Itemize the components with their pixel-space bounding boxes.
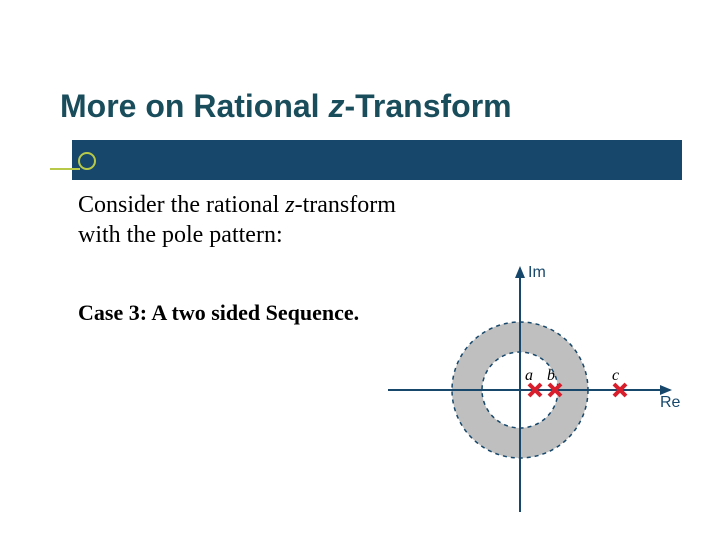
title-text-pre: More on Rational xyxy=(60,88,328,124)
title-accent-bar xyxy=(72,140,682,180)
body-text: Consider the rational z-transform with t… xyxy=(78,190,396,250)
bullet-stem xyxy=(50,168,80,170)
body-line1-pre: Consider the rational xyxy=(78,192,285,218)
axes xyxy=(388,266,672,512)
pole-label-b: b xyxy=(547,367,555,385)
pole-zero-plot: Im Re ab c xyxy=(370,260,690,520)
pole-label-a: a xyxy=(525,367,533,385)
slide-title: More on Rational z-Transform xyxy=(60,88,512,125)
body-line2: with the pole pattern: xyxy=(78,222,283,248)
im-axis-label: Im xyxy=(528,264,546,282)
im-axis-arrow-icon xyxy=(515,266,525,278)
plot-svg xyxy=(370,260,690,520)
body-line1-post: -transform xyxy=(295,192,396,218)
slide: More on Rational z-Transform Consider th… xyxy=(0,0,720,540)
case-text: Case 3: A two sided Sequence. xyxy=(78,300,359,326)
pole-label-c: c xyxy=(612,367,619,385)
title-text-post: -Transform xyxy=(344,88,511,124)
re-axis-label: Re xyxy=(660,394,680,412)
body-line1-ital: z xyxy=(285,192,294,218)
title-text-ital: z xyxy=(328,88,344,124)
bullet-dot-icon xyxy=(78,152,96,170)
